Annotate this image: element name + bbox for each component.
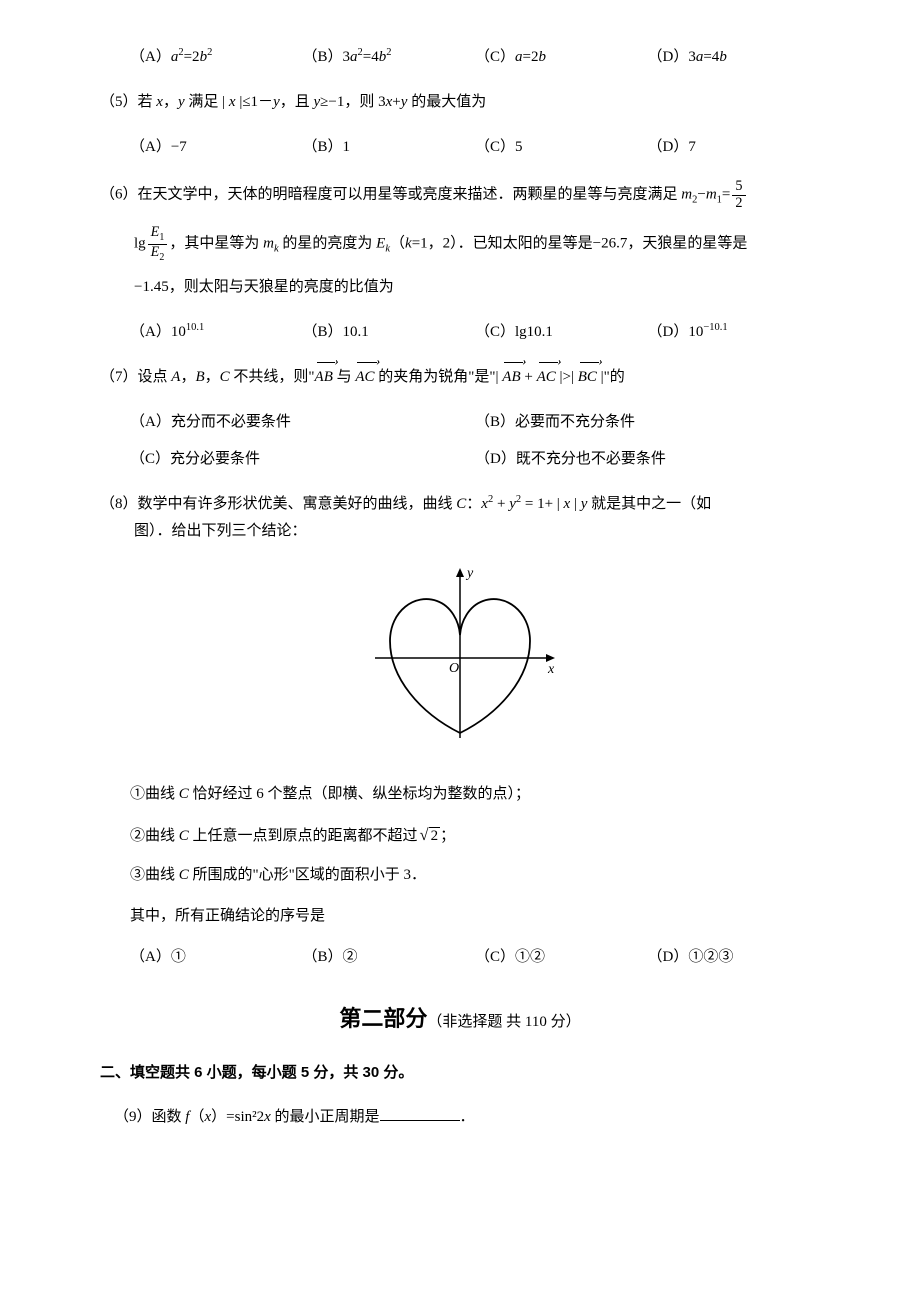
q4-opt-c-text: （C）a=2b	[475, 49, 546, 65]
q6-option-d: （D）10−10.1	[648, 319, 821, 346]
q8-option-a: （A）①	[130, 944, 303, 971]
y-axis-arrow	[456, 568, 464, 577]
q8-stem: （8）数学中有许多形状优美、寓意美好的曲线，曲线 C：x2 + y2 = 1+ …	[100, 491, 820, 545]
q5-option-b: （B）1	[303, 134, 476, 161]
part-2-heading: 二、填空题共 6 小题，每小题 5 分，共 30 分。	[100, 1059, 820, 1086]
q4-option-c: （C）a=2b	[475, 44, 648, 71]
x-axis-label: x	[547, 662, 555, 677]
sqrt-2: 2	[418, 820, 441, 850]
vector-bc: BC	[578, 364, 597, 391]
q7-option-b: （B）必要而不充分条件	[475, 409, 820, 436]
q5-option-c: （C）5	[475, 134, 648, 161]
q5-options: （A）−7 （B）1 （C）5 （D）7	[130, 134, 820, 161]
q8-stmt3: ③曲线 C 所围成的"心形"区域的面积小于 3．	[130, 862, 820, 889]
q5-option-d: （D）7	[648, 134, 821, 161]
q6-option-b: （B）10.1	[303, 319, 476, 346]
q4-option-d: （D）3a=4b	[648, 44, 821, 71]
q4-opt-b-text: （B）3a2=4b2	[303, 49, 392, 65]
q9-stem: （9）函数 f（x）=sin²2x 的最小正周期是．	[114, 1104, 820, 1131]
q6-option-a: （A）1010.1	[130, 319, 303, 346]
section-2-small: （非选择题 共 110 分）	[427, 1014, 580, 1030]
vector-ac-2: AC	[537, 364, 556, 391]
q8-option-c: （C）①②	[475, 944, 648, 971]
q8-option-b: （B）②	[303, 944, 476, 971]
q7-option-a: （A）充分而不必要条件	[130, 409, 475, 436]
q4-opt-d-text: （D）3a=4b	[648, 49, 727, 65]
frac-5-2: 52	[732, 179, 745, 211]
q8-stem-line2: 图）．给出下列三个结论：	[134, 518, 820, 545]
q6-line1: （6）在天文学中，天体的明暗程度可以用星等或亮度来描述．两颗星的星等与亮度满足 …	[100, 179, 820, 211]
y-axis-label: y	[465, 566, 474, 581]
q6-line3: −1.45，则太阳与天狼星的亮度的比值为	[134, 274, 820, 301]
vector-ac: AC	[355, 364, 374, 391]
q6-option-c: （C）lg10.1	[475, 319, 648, 346]
q4-options: （A）a2=2b2 （B）3a2=4b2 （C）a=2b （D）3a=4b	[130, 44, 820, 71]
q6-line2: lgE1E2，其中星等为 mk 的星的亮度为 Ek（k=1，2）．已知太阳的星等…	[134, 225, 820, 264]
q8-stmt2: ②曲线 C 上任意一点到原点的距离都不超过2；	[130, 820, 820, 850]
q5-text: （5）若	[100, 94, 156, 110]
q5-y1: y	[178, 94, 185, 110]
section-2-title: 第二部分（非选择题 共 110 分）	[100, 999, 820, 1039]
vector-ab: AB	[315, 364, 333, 391]
x-axis-arrow	[546, 654, 555, 662]
q5-x1: x	[156, 94, 163, 110]
q6-options: （A）1010.1 （B）10.1 （C）lg10.1 （D）10−10.1	[130, 319, 820, 346]
q5-stem: （5）若 x，y 满足 | x |≤1－y，且 y≥−1，则 3x+y 的最大值…	[100, 89, 820, 116]
q7-options: （A）充分而不必要条件 （B）必要而不充分条件 （C）充分必要条件 （D）既不充…	[130, 409, 820, 473]
q8-options: （A）① （B）② （C）①② （D）①②③	[130, 944, 820, 971]
q4-opt-a-text: （A）a2=2b2	[130, 49, 212, 65]
section-2-big: 第二部分	[339, 1006, 427, 1031]
q5-option-a: （A）−7	[130, 134, 303, 161]
q7-option-c: （C）充分必要条件	[130, 446, 475, 473]
vector-ab-2: AB	[502, 364, 520, 391]
q8-conclusion: 其中，所有正确结论的序号是	[130, 903, 820, 930]
heart-curve-svg: y x O	[355, 563, 565, 753]
q8-option-d: （D）①②③	[648, 944, 821, 971]
q8-stmt1: ①曲线 C 恰好经过 6 个整点（即横、纵坐标均为整数的点）；	[130, 781, 820, 808]
q8-figure: y x O	[100, 563, 820, 763]
q4-option-a: （A）a2=2b2	[130, 44, 303, 71]
q7-stem: （7）设点 A，B，C 不共线，则"AB 与 AC 的夹角为锐角"是"| AB …	[100, 364, 820, 391]
frac-e1-e2: E1E2	[148, 225, 168, 264]
origin-label: O	[449, 661, 459, 676]
q9-blank	[380, 1106, 460, 1121]
q6-stem: （6）在天文学中，天体的明暗程度可以用星等或亮度来描述．两颗星的星等与亮度满足 …	[100, 179, 820, 301]
q4-option-b: （B）3a2=4b2	[303, 44, 476, 71]
q7-option-d: （D）既不充分也不必要条件	[475, 446, 820, 473]
